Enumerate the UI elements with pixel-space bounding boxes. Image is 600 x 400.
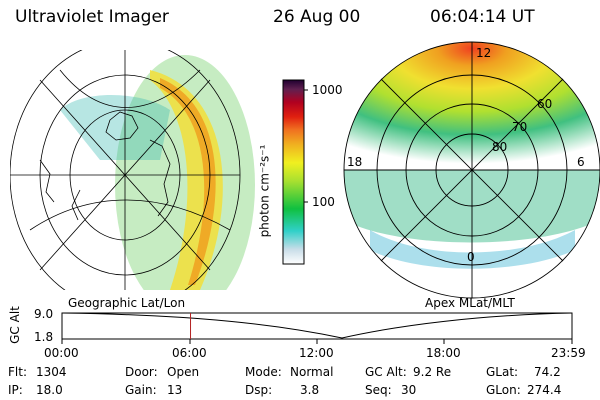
colorbar-unit-label: photon cm⁻²s⁻¹ xyxy=(257,144,272,238)
strip-ymax: 9.0 xyxy=(34,307,54,321)
dsp-label: Dsp: xyxy=(245,383,273,397)
strip-tick-0000: 00:00 xyxy=(44,346,79,360)
door-label: Door: xyxy=(125,365,158,379)
mode-value: Normal xyxy=(290,365,334,379)
colorbar-tick-1000: 1000 xyxy=(312,83,343,97)
seq-label: Seq: xyxy=(365,383,392,397)
ip-label: IP: xyxy=(8,383,23,397)
gain-value: 13 xyxy=(167,383,183,397)
lat-label-60: 60 xyxy=(537,97,553,111)
strip-ylabel: GC Alt xyxy=(7,306,22,344)
mode-label: Mode: xyxy=(245,365,282,379)
lat-label-70: 70 xyxy=(512,120,528,134)
glat-value: 74.2 xyxy=(534,365,561,379)
instrument-title: Ultraviolet Imager xyxy=(15,7,169,27)
gcalt-value: 9.2 Re xyxy=(413,365,452,379)
dsp-value: 3.8 xyxy=(300,383,320,397)
strip-tick-1200: 12:00 xyxy=(299,346,334,360)
flt-value: 1304 xyxy=(36,365,67,379)
colorbar xyxy=(282,79,308,265)
mlt-label-18: 18 xyxy=(347,155,363,169)
right-panel-caption: Apex MLat/MLT xyxy=(425,296,515,310)
header-time: 06:04:14 UT xyxy=(430,7,535,27)
door-value: Open xyxy=(167,365,200,379)
mlt-label-12: 12 xyxy=(476,46,492,60)
strip-tick-1800: 18:00 xyxy=(426,346,461,360)
glon-value: 274.4 xyxy=(527,383,562,397)
mlt-label-6: 6 xyxy=(577,155,585,169)
gain-label: Gain: xyxy=(125,383,157,397)
left-panel-caption: Geographic Lat/Lon xyxy=(68,296,186,310)
strip-ymin: 1.8 xyxy=(34,330,54,344)
glon-label: GLon: xyxy=(486,383,521,397)
lat-label-80: 80 xyxy=(492,140,508,154)
header-date: 26 Aug 00 xyxy=(273,7,361,27)
strip-tick-0600: 06:00 xyxy=(172,346,207,360)
glat-label: GLat: xyxy=(486,365,519,379)
colorbar-tick-100: 100 xyxy=(312,195,335,209)
flt-label: Flt: xyxy=(8,365,27,379)
mlt-label-0: 0 xyxy=(467,250,475,264)
altitude-strip xyxy=(61,312,573,344)
geographic-map xyxy=(10,50,255,290)
strip-tick-2359: 23:59 xyxy=(551,346,586,360)
ip-value: 18.0 xyxy=(36,383,63,397)
seq-value: 30 xyxy=(401,383,417,397)
gcalt-label: GC Alt: xyxy=(365,365,407,379)
